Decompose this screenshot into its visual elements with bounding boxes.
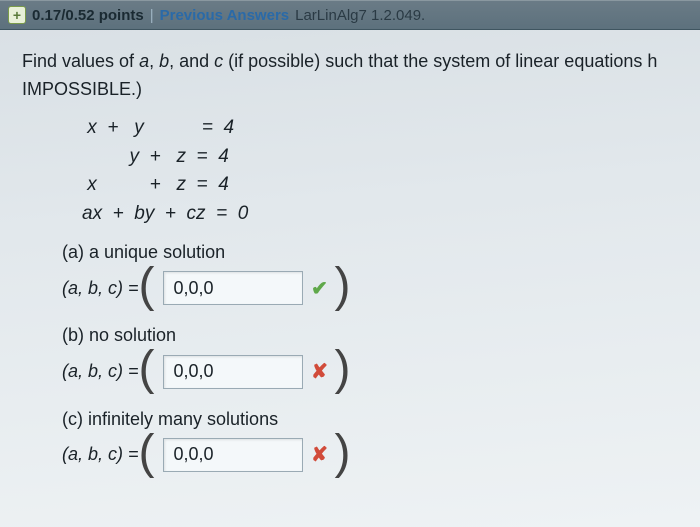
part-c-prefix: (a, b, c) = (62, 444, 139, 465)
open-paren: ( (139, 350, 155, 388)
part-c-input[interactable]: 0,0,0 (163, 438, 303, 472)
prompt-text: Find values of a, b, and c (if possible)… (22, 48, 682, 75)
prompt-post: (if possible) such that the system of li… (223, 51, 657, 71)
part-a-label: (a) a unique solution (62, 242, 682, 263)
cross-icon: ✘ (309, 359, 331, 384)
eq-row-2: y + z = 4 (82, 143, 682, 172)
prompt-c1: , (149, 51, 159, 71)
open-paren: ( (139, 267, 155, 305)
part-b-prefix: (a, b, c) = (62, 361, 139, 382)
question-content: Find values of a, b, and c (if possible)… (0, 30, 700, 502)
impossible-text: IMPOSSIBLE.) (22, 79, 682, 100)
part-a-input[interactable]: 0,0,0 (163, 271, 303, 305)
prompt-pre: Find values of (22, 51, 139, 71)
previous-answers-link[interactable]: Previous Answers (160, 7, 290, 24)
question-header: + 0.17/0.52 points | Previous Answers La… (0, 0, 700, 30)
var-a: a (139, 51, 149, 71)
prompt-c2: , and (169, 51, 214, 71)
part-b-label: (b) no solution (62, 325, 682, 346)
equation-system: x + y = 4 y + z = 4 x + z = 4 ax + by + … (82, 114, 682, 228)
close-paren: ) (335, 267, 351, 305)
part-a-answer: (a, b, c) = ( 0,0,0 ✔ ) (62, 269, 682, 307)
separator: | (150, 7, 154, 24)
eq-row-1: x + y = 4 (82, 114, 682, 143)
part-b-input[interactable]: 0,0,0 (163, 355, 303, 389)
close-paren: ) (335, 434, 351, 472)
part-c-label: (c) infinitely many solutions (62, 409, 682, 430)
open-paren: ( (139, 434, 155, 472)
eq-row-3: x + z = 4 (82, 171, 682, 200)
question-reference: LarLinAlg7 1.2.049. (295, 7, 425, 24)
check-icon: ✔ (309, 276, 331, 301)
eq-row-4: ax + by + cz = 0 (82, 200, 682, 229)
close-paren: ) (335, 350, 351, 388)
points-display: 0.17/0.52 points (32, 7, 144, 24)
var-b: b (159, 51, 169, 71)
part-a-prefix: (a, b, c) = (62, 278, 139, 299)
cross-icon: ✘ (309, 442, 331, 467)
expand-icon[interactable]: + (8, 6, 26, 24)
part-b-answer: (a, b, c) = ( 0,0,0 ✘ ) (62, 352, 682, 390)
var-c: c (214, 51, 223, 71)
part-c-answer: (a, b, c) = ( 0,0,0 ✘ ) (62, 436, 682, 474)
